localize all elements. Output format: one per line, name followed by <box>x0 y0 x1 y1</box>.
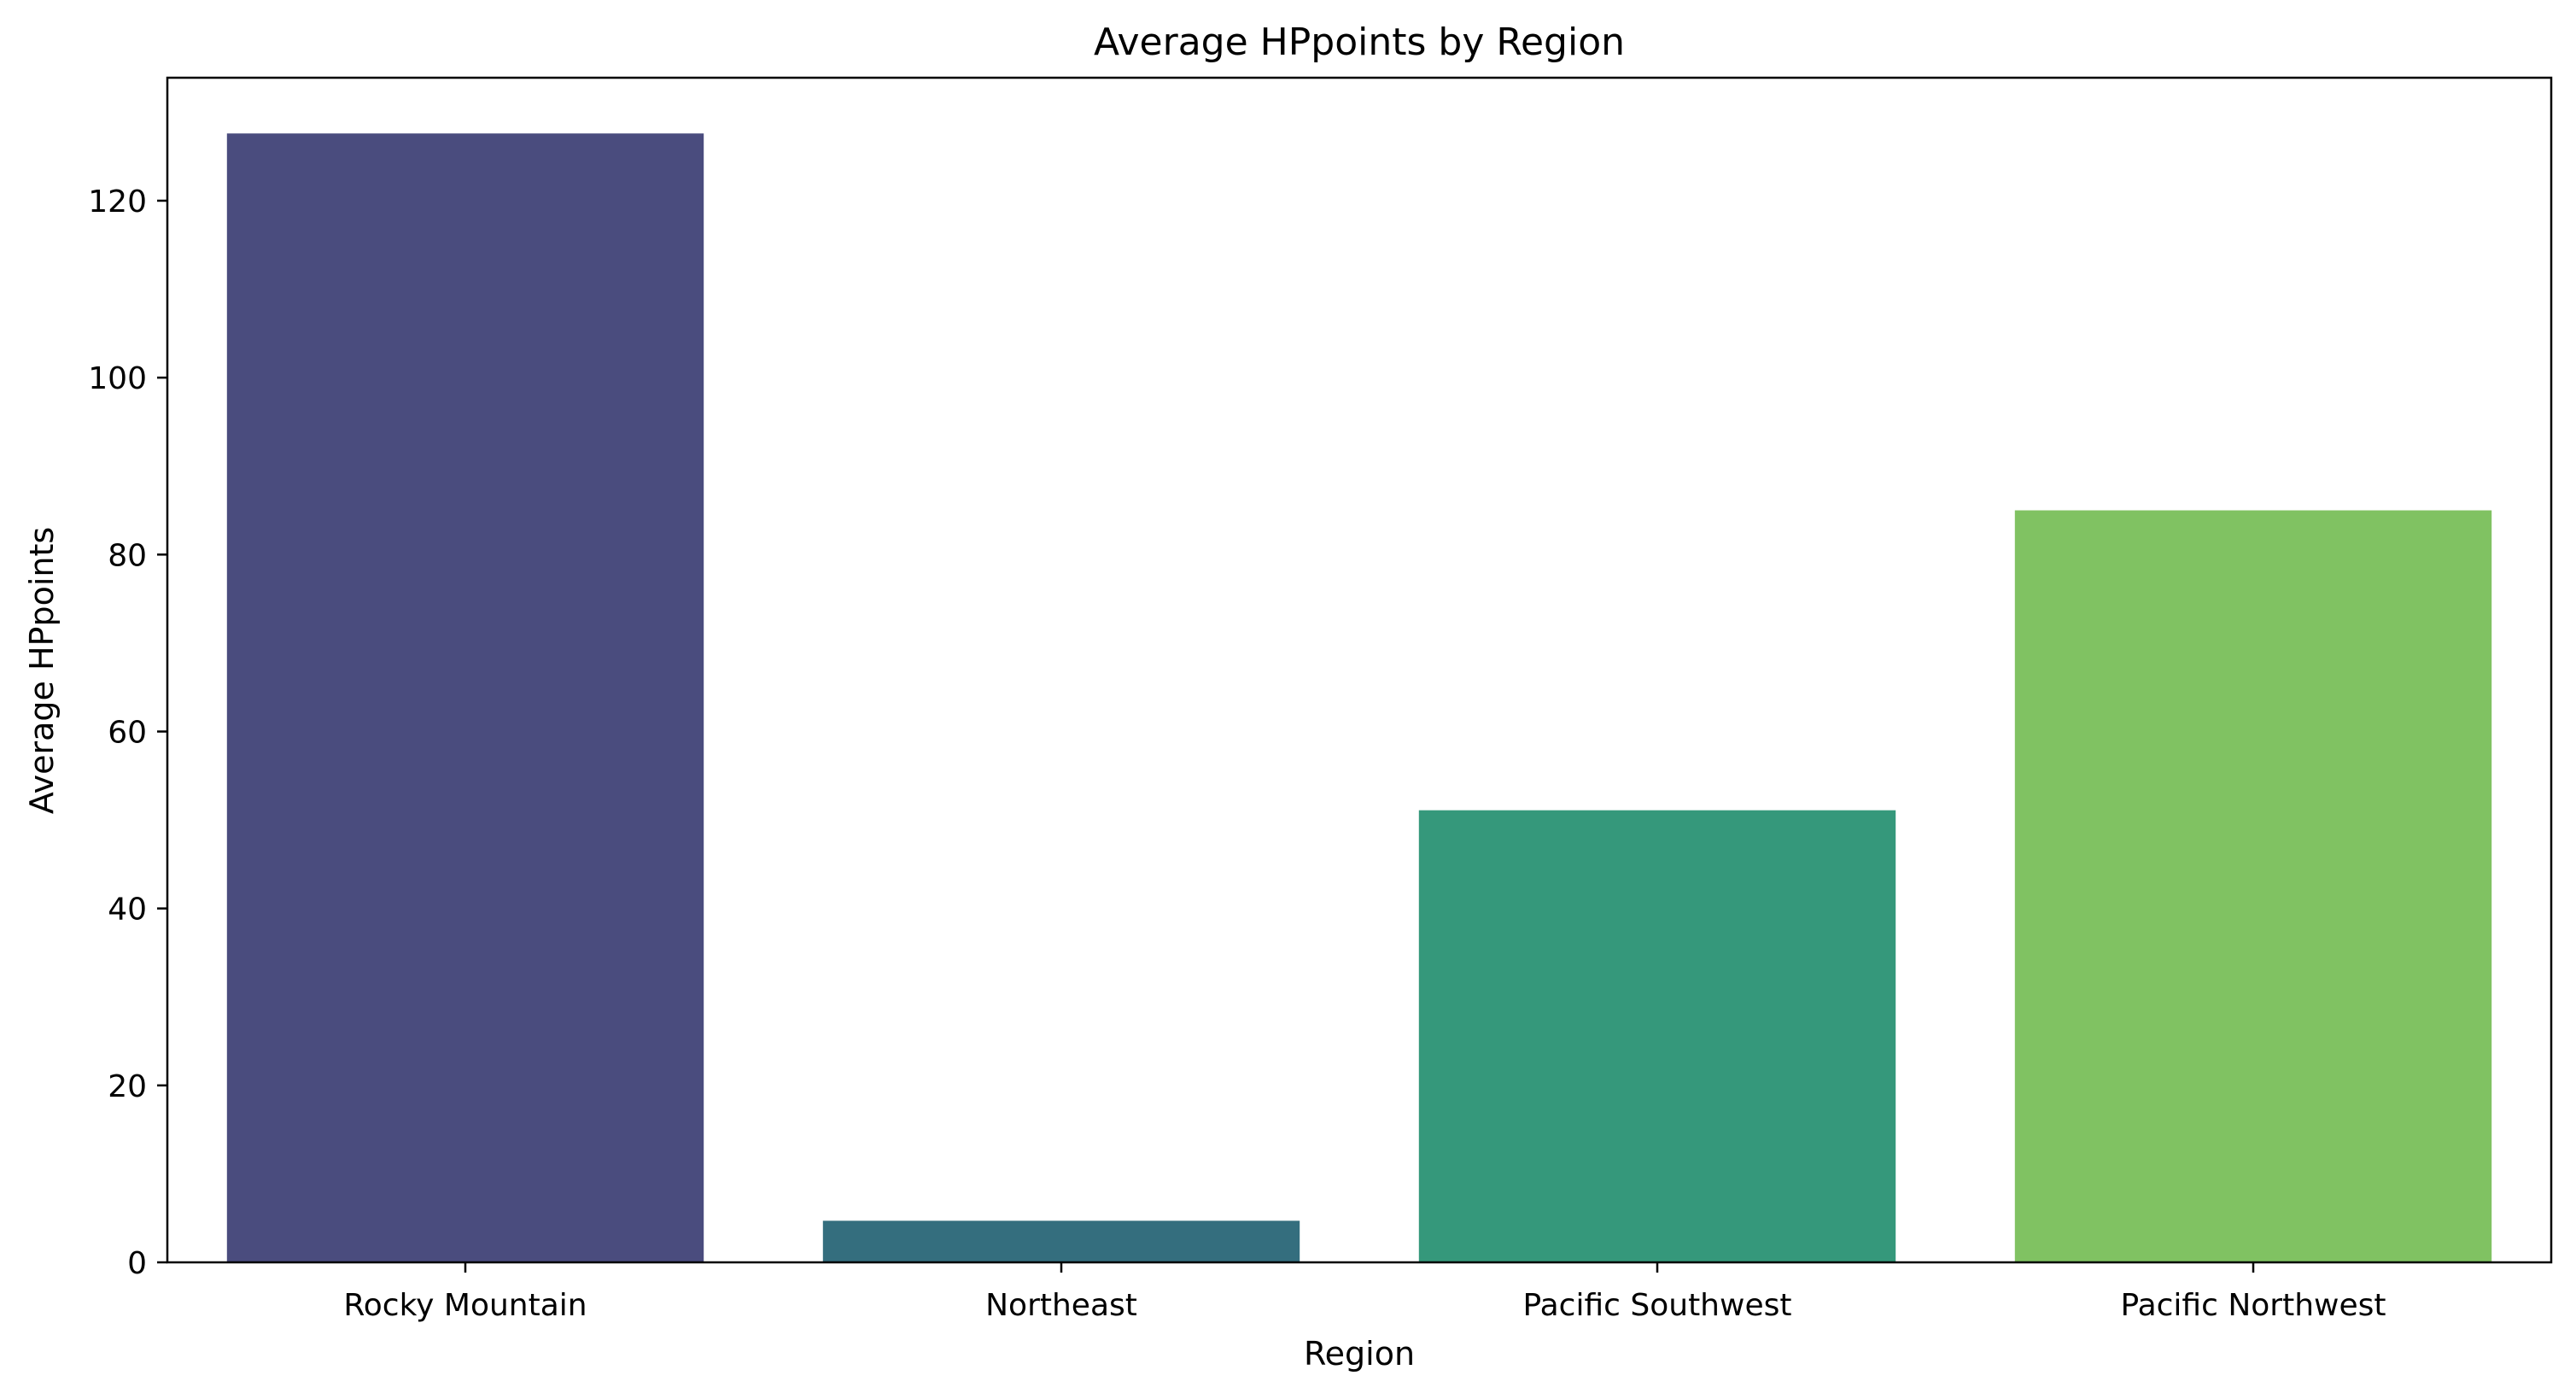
x-tick-label: Pacific Southwest <box>1523 1288 1792 1323</box>
y-tick-label: 20 <box>108 1069 147 1104</box>
y-tick-label: 100 <box>88 361 147 396</box>
bar-northeast <box>822 1220 1300 1262</box>
y-axis-ticks: 0 20 40 60 80 100 120 <box>88 184 167 1281</box>
plot-frame <box>166 76 2553 1264</box>
bar-pacific-northwest <box>2014 510 2492 1262</box>
x-tick-label: Northeast <box>985 1288 1137 1323</box>
bars <box>226 133 2492 1262</box>
y-tick-label: 40 <box>108 893 147 928</box>
x-tick-label: Pacific Northwest <box>2120 1288 2386 1323</box>
chart-title: Average HPpoints by Region <box>1094 20 1625 64</box>
y-tick-label: 60 <box>108 715 147 750</box>
x-axis-ticks: Rocky Mountain Northeast Pacific Southwest… <box>343 1262 2386 1323</box>
x-tick-label: Rocky Mountain <box>343 1288 587 1323</box>
x-axis-label: Region <box>1304 1335 1415 1373</box>
bar-rocky-mountain <box>226 133 704 1262</box>
y-tick-label: 120 <box>88 184 147 220</box>
y-axis-label: Average HPpoints <box>23 527 61 814</box>
y-tick-label: 80 <box>108 538 147 573</box>
bar-pacific-southwest <box>1418 810 1896 1262</box>
y-tick-label: 0 <box>127 1246 147 1281</box>
